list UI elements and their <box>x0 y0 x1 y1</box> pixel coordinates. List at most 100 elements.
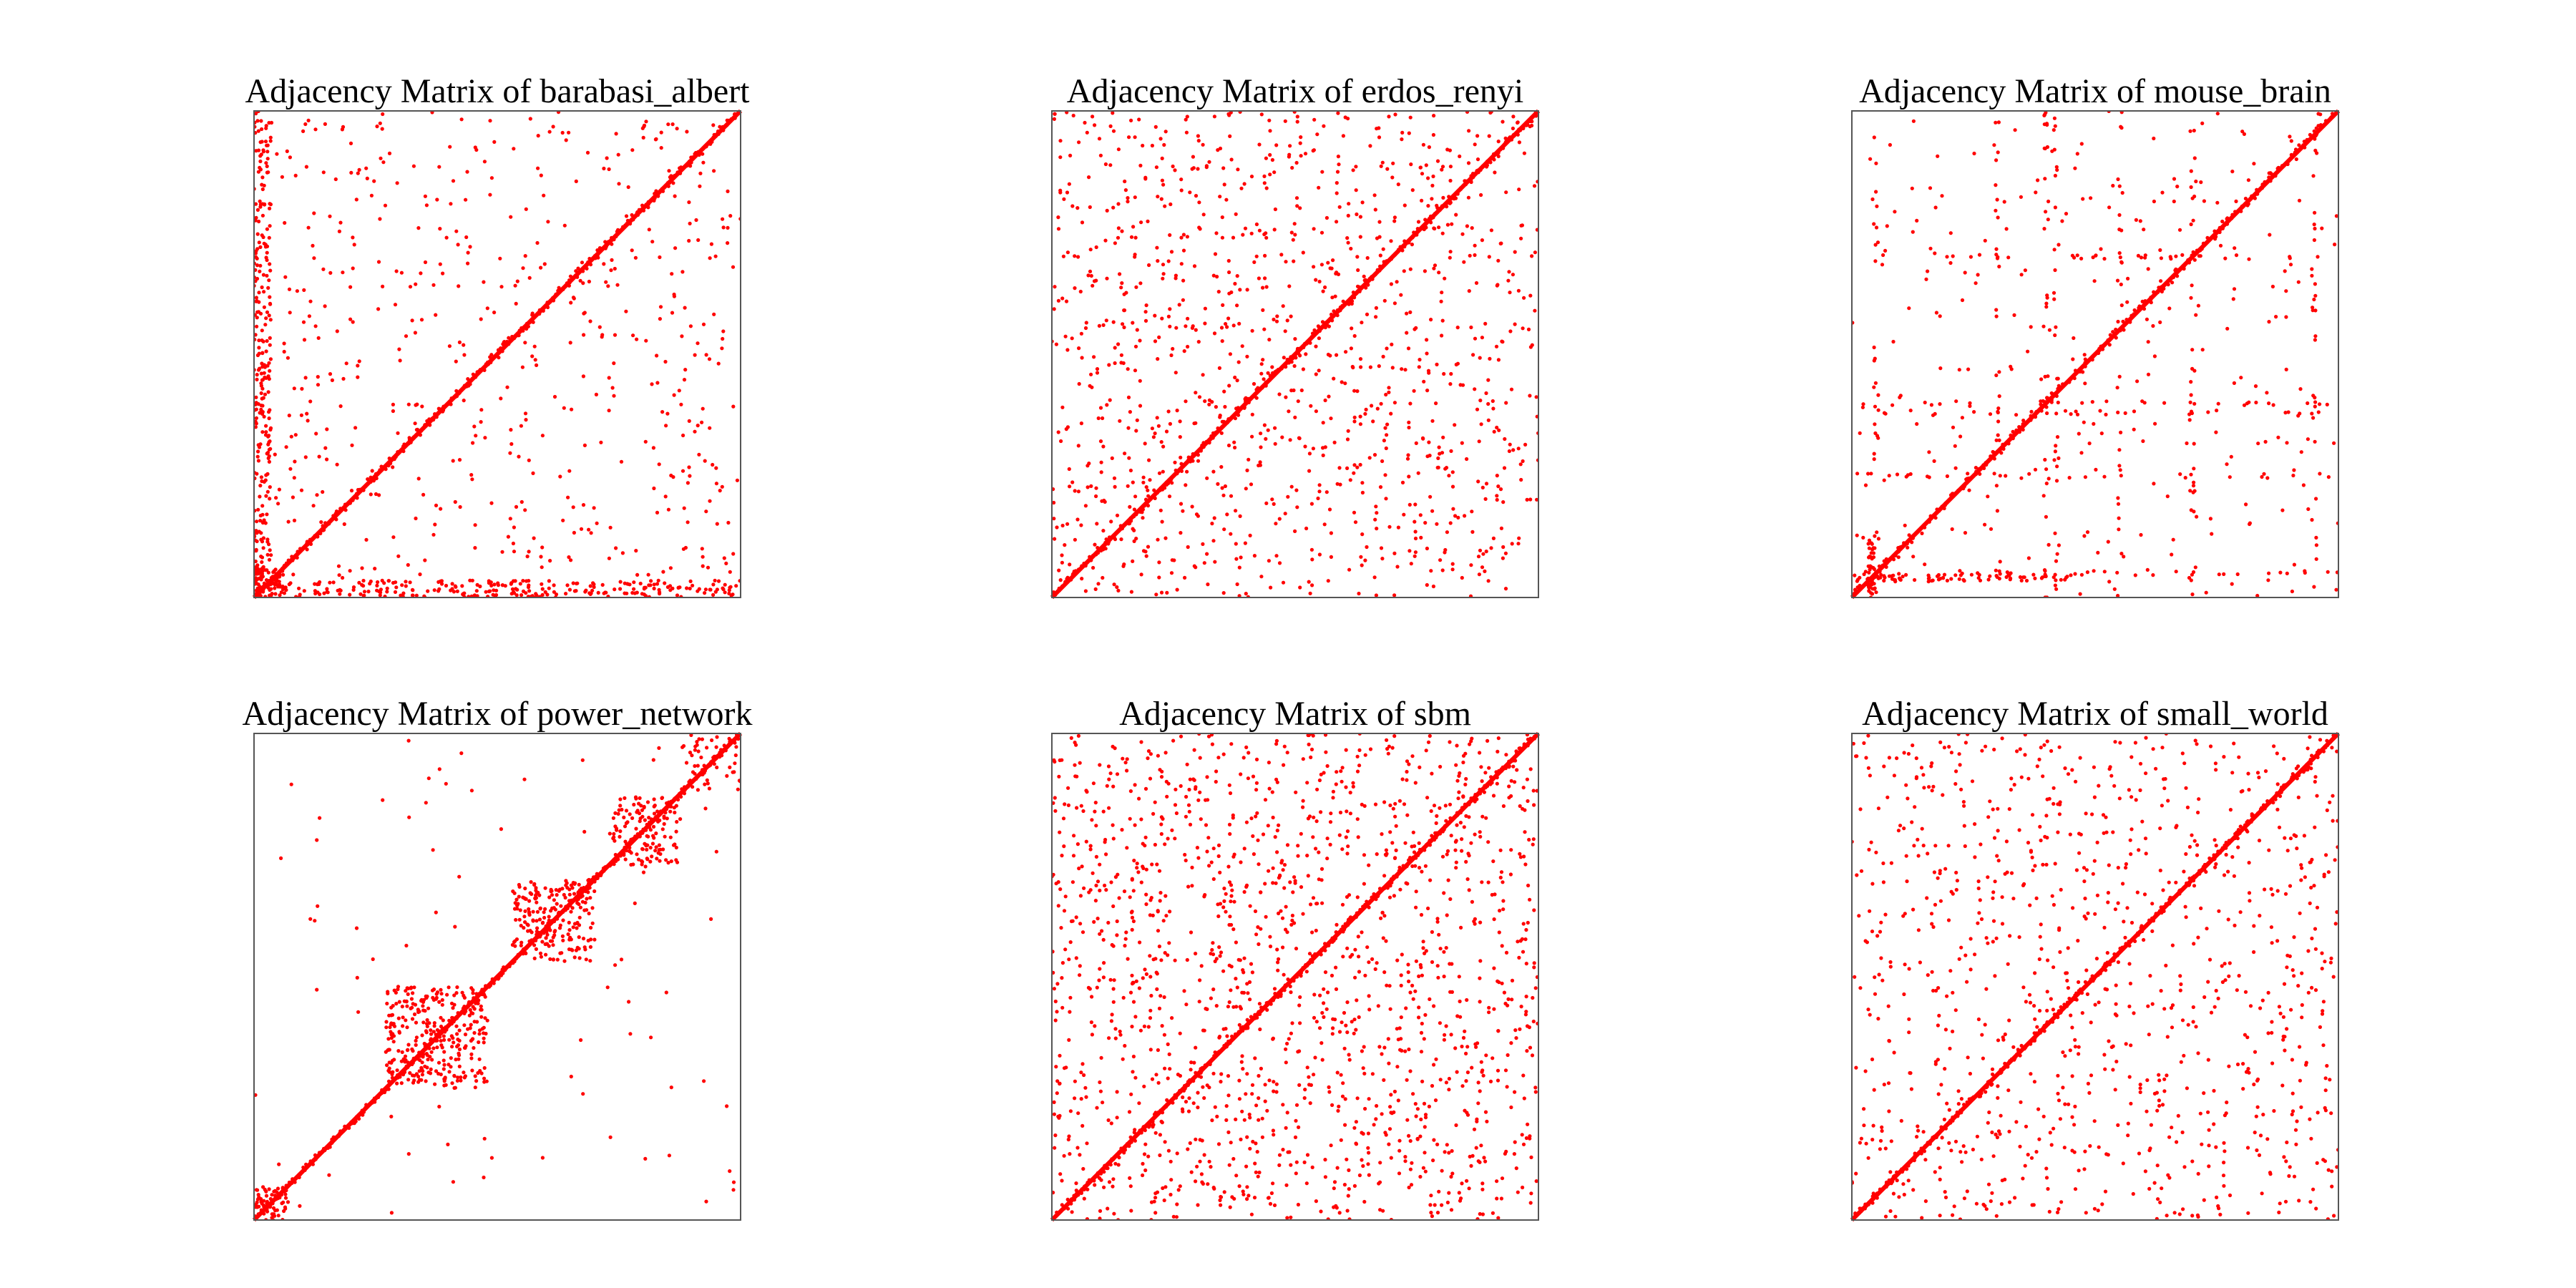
adjacency-point <box>2054 578 2058 582</box>
adjacency-point <box>469 1052 474 1056</box>
adjacency-point <box>512 591 517 595</box>
adjacency-point <box>1465 457 1469 462</box>
adjacency-point <box>1168 233 1172 238</box>
adjacency-point <box>1363 558 1367 562</box>
adjacency-point <box>431 283 436 287</box>
adjacency-point <box>1077 346 1081 351</box>
adjacency-point <box>2189 185 2193 190</box>
adjacency-point <box>1073 489 1077 493</box>
adjacency-point <box>1067 182 1071 186</box>
adjacency-point <box>1908 409 1913 413</box>
adjacency-point <box>366 590 371 594</box>
adjacency-point <box>683 545 688 550</box>
adjacency-point <box>2019 578 2024 583</box>
adjacency-point <box>477 1057 482 1061</box>
adjacency-point <box>1141 516 1145 520</box>
adjacency-point <box>273 586 277 590</box>
adjacency-point <box>1196 139 1201 143</box>
adjacency-point <box>404 334 409 338</box>
adjacency-point <box>1329 555 1333 560</box>
adjacency-point <box>732 770 736 774</box>
adjacency-point <box>1129 590 1133 594</box>
adjacency-point <box>254 215 258 220</box>
adjacency-point <box>411 164 416 168</box>
adjacency-point <box>259 381 263 386</box>
adjacency-point <box>1448 165 1453 169</box>
adjacency-point <box>1853 573 1857 577</box>
adjacency-point <box>254 202 258 206</box>
adjacency-point <box>264 316 268 321</box>
adjacency-point <box>2190 572 2194 577</box>
adjacency-point <box>584 957 588 962</box>
adjacency-point <box>1139 220 1143 225</box>
adjacency-point <box>633 795 638 799</box>
adjacency-point <box>2270 284 2275 289</box>
adjacency-point <box>2054 479 2059 483</box>
adjacency-point <box>451 179 456 183</box>
adjacency-point <box>483 436 487 440</box>
adjacency-point <box>1322 124 1326 128</box>
adjacency-point <box>1437 445 1441 449</box>
adjacency-point <box>726 225 730 230</box>
adjacency-point <box>377 589 381 594</box>
adjacency-point <box>273 582 277 587</box>
adjacency-point <box>2005 570 2009 575</box>
adjacency-point <box>1449 449 1453 454</box>
adjacency-point <box>1196 340 1201 344</box>
adjacency-point <box>643 818 648 822</box>
adjacency-point <box>701 152 705 156</box>
adjacency-point <box>698 184 702 188</box>
adjacency-point <box>521 579 525 583</box>
adjacency-point <box>2247 400 2251 404</box>
adjacency-point <box>411 588 415 592</box>
adjacency-point <box>315 987 319 992</box>
adjacency-point <box>600 333 605 337</box>
adjacency-point <box>1054 342 1058 346</box>
adjacency-point <box>1913 577 1917 582</box>
adjacency-point <box>1312 265 1316 269</box>
adjacency-point <box>1377 220 1382 224</box>
adjacency-point <box>663 494 668 499</box>
adjacency-point <box>728 765 732 769</box>
adjacency-point <box>1385 422 1390 426</box>
adjacency-point <box>2054 587 2059 591</box>
adjacency-point <box>260 1201 264 1206</box>
adjacency-point <box>1161 272 1166 276</box>
adjacency-point <box>268 206 272 210</box>
adjacency-point <box>2222 572 2226 577</box>
adjacency-point <box>1938 366 1943 371</box>
adjacency-point <box>1426 369 1431 373</box>
adjacency-point <box>1129 118 1133 122</box>
adjacency-point <box>2220 219 2225 224</box>
adjacency-point <box>534 947 539 951</box>
adjacency-point <box>1422 379 1426 384</box>
adjacency-point <box>617 182 621 186</box>
adjacency-point <box>1500 339 1504 343</box>
adjacency-point <box>1238 514 1242 519</box>
adjacency-point <box>464 197 468 202</box>
adjacency-point <box>1274 319 1279 323</box>
adjacency-point <box>262 241 266 245</box>
adjacency-point <box>1945 578 1949 583</box>
adjacency-point <box>1174 371 1178 375</box>
adjacency-point <box>568 341 572 345</box>
adjacency-point <box>258 165 262 170</box>
adjacency-point <box>523 887 527 891</box>
adjacency-point <box>562 223 567 228</box>
adjacency-point <box>1181 233 1186 237</box>
adjacency-point <box>1462 260 1466 264</box>
adjacency-point <box>1235 379 1239 383</box>
adjacency-point <box>1511 448 1516 452</box>
adjacency-point <box>1298 353 1302 358</box>
adjacency-point <box>255 373 259 377</box>
adjacency-point <box>2081 197 2085 201</box>
adjacency-point <box>1495 474 1499 478</box>
adjacency-point <box>1355 255 1360 259</box>
adjacency-point <box>2316 410 2321 414</box>
adjacency-point <box>381 284 385 288</box>
adjacency-point <box>430 1058 434 1062</box>
adjacency-point <box>1887 474 1891 478</box>
adjacency-point <box>1173 460 1177 464</box>
adjacency-point <box>1440 231 1445 235</box>
adjacency-point <box>257 338 261 343</box>
